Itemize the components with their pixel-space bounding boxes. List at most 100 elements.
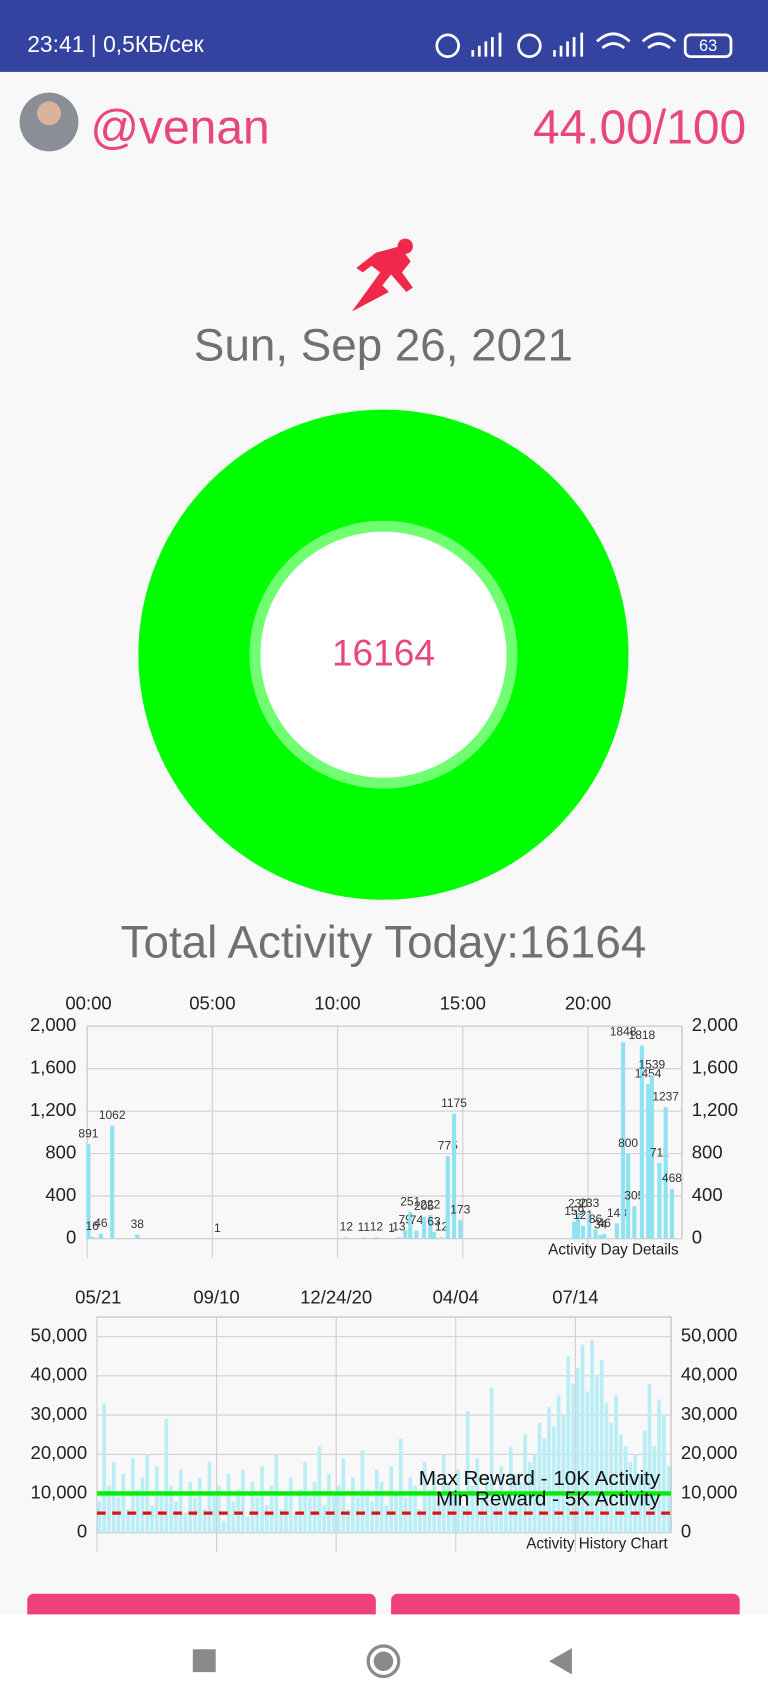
- bar: [102, 1403, 106, 1533]
- bar: [403, 1497, 408, 1533]
- data-label: 12: [435, 1220, 449, 1234]
- nav-home[interactable]: [366, 1644, 401, 1679]
- bar: [604, 1403, 609, 1533]
- chart-caption: Activity History Chart: [526, 1536, 668, 1553]
- bar: [523, 1434, 527, 1533]
- bar: [657, 1399, 661, 1533]
- bar: [336, 1485, 341, 1533]
- bar: [504, 1493, 508, 1533]
- avatar-face: [37, 101, 62, 126]
- bar: [446, 1481, 451, 1533]
- data-label: 1237: [652, 1090, 679, 1104]
- bar: [542, 1438, 547, 1533]
- data-label: 1: [214, 1221, 221, 1235]
- data-label: 173: [450, 1203, 470, 1217]
- nav-home-dot: [373, 1651, 394, 1672]
- bar: [312, 1481, 317, 1533]
- y2-tick-label: 1,200: [692, 1099, 738, 1120]
- bar: [421, 1216, 427, 1239]
- nav-back[interactable]: [549, 1648, 572, 1675]
- bar: [575, 1367, 580, 1533]
- bar: [351, 1477, 355, 1533]
- bar: [327, 1473, 331, 1533]
- date: Sun, Sep 26, 2021: [194, 320, 573, 371]
- bar: [632, 1206, 637, 1239]
- bar: [355, 1497, 360, 1533]
- bar: [494, 1489, 499, 1533]
- y-tick-label: 2,000: [30, 1014, 76, 1035]
- data-label: 305: [624, 1189, 644, 1203]
- bar: [614, 1223, 619, 1239]
- bar: [669, 1188, 675, 1239]
- bar: [374, 1469, 379, 1533]
- data-label: 205: [414, 1199, 434, 1213]
- data-label: 1848: [610, 1025, 637, 1039]
- bar: [599, 1360, 604, 1533]
- total-value: 16164: [519, 917, 646, 968]
- bar: [260, 1466, 264, 1533]
- x-tick-label: 09/10: [193, 1286, 239, 1307]
- bar: [638, 1473, 642, 1533]
- ring-value: 16164: [332, 632, 435, 674]
- bar: [480, 1497, 484, 1533]
- y2-tick-label: 10,000: [681, 1481, 738, 1502]
- bar: [361, 1237, 366, 1239]
- bar: [221, 1520, 226, 1533]
- bar: [269, 1485, 274, 1533]
- bar: [432, 1473, 437, 1533]
- data-label: 12: [370, 1220, 384, 1234]
- bar: [566, 1356, 571, 1533]
- bar: [231, 1501, 236, 1533]
- bar: [408, 1477, 413, 1533]
- y2-tick-label: 20,000: [681, 1442, 738, 1463]
- bar: [98, 1233, 104, 1239]
- bar: [657, 1163, 662, 1239]
- bar: [556, 1395, 561, 1533]
- status-icons: [435, 32, 733, 59]
- bar: [609, 1422, 614, 1533]
- bar: [431, 1231, 437, 1239]
- bar: [587, 1213, 592, 1239]
- data-label: 222: [420, 1197, 440, 1211]
- data-label: 1175: [441, 1096, 467, 1110]
- bar: [580, 1225, 586, 1239]
- data-label: 230: [568, 1197, 588, 1211]
- y-tick-label: 20,000: [31, 1442, 88, 1463]
- data-label: 46: [94, 1216, 108, 1230]
- bar: [264, 1505, 269, 1533]
- bar: [116, 1497, 121, 1533]
- x-tick-label: 20:00: [565, 992, 611, 1013]
- bar: [236, 1489, 240, 1533]
- y-tick-label: 30,000: [31, 1403, 88, 1424]
- x-tick-label: 04/04: [433, 1286, 479, 1307]
- bar: [580, 1344, 585, 1533]
- y2-tick-label: 30,000: [681, 1403, 738, 1424]
- bar: [413, 1485, 417, 1533]
- chart-caption: Activity Day Details: [548, 1242, 679, 1259]
- bar: [499, 1466, 504, 1533]
- bar: [666, 1466, 671, 1533]
- bar: [140, 1477, 145, 1533]
- bar: [652, 1446, 657, 1533]
- data-label: 16: [85, 1219, 99, 1233]
- bar: [135, 1234, 140, 1239]
- bar: [317, 1446, 322, 1533]
- bar: [551, 1426, 556, 1533]
- bar: [374, 1237, 379, 1239]
- bar: [414, 1230, 419, 1239]
- bar: [445, 1156, 450, 1239]
- y-tick-label: 50,000: [31, 1325, 88, 1346]
- bar: [451, 1113, 457, 1239]
- nav-recent[interactable]: [192, 1649, 216, 1673]
- data-label: 46: [598, 1216, 612, 1230]
- ring-center: [260, 531, 507, 778]
- bar: [370, 1501, 374, 1533]
- bar: [595, 1375, 599, 1533]
- bar: [174, 1501, 178, 1533]
- bar: [649, 1075, 654, 1239]
- data-label: 74: [410, 1213, 424, 1227]
- data-label: 1454: [635, 1067, 662, 1081]
- bar: [458, 1220, 463, 1239]
- bar: [110, 1125, 115, 1239]
- bar: [183, 1513, 188, 1533]
